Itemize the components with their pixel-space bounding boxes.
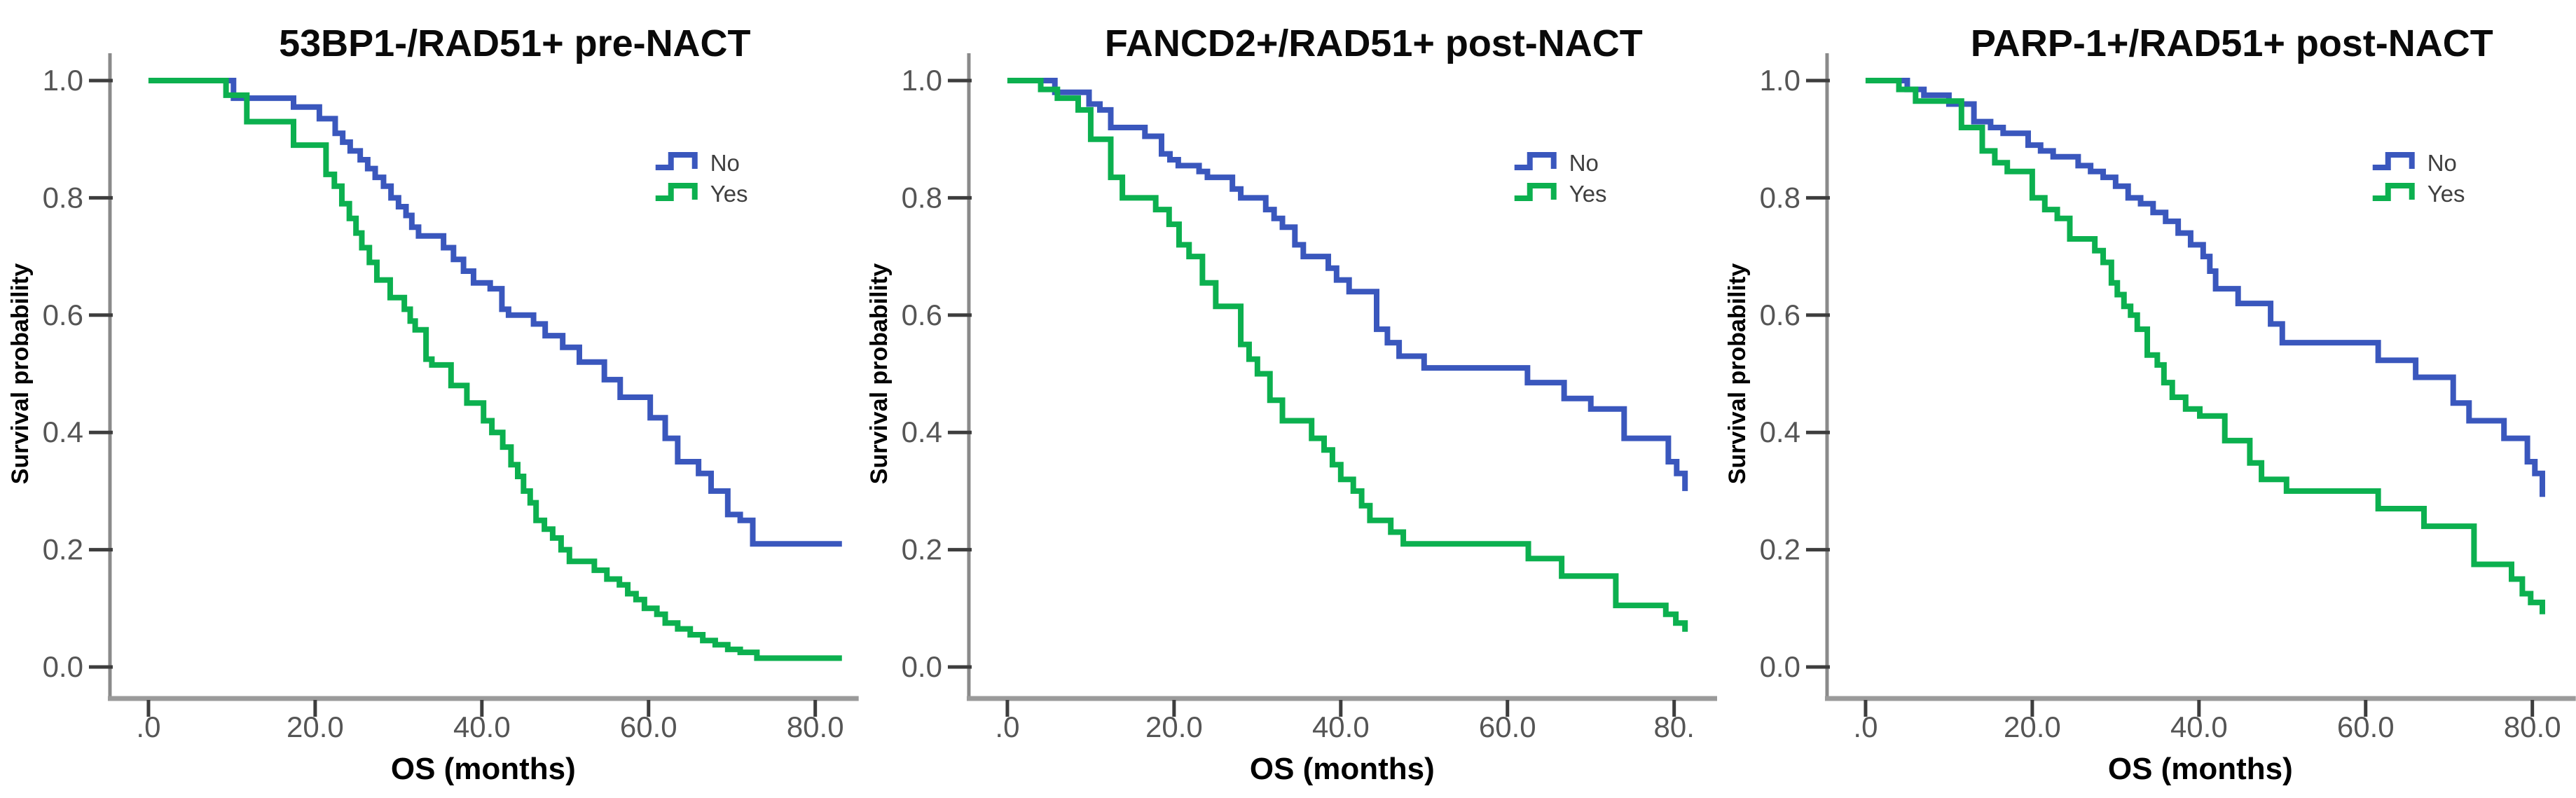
y-tick-label: 0.2 [901,533,942,566]
survival-curve-no [1007,78,1688,491]
survival-curve-yes [148,78,842,661]
y-tick-label: 0.0 [901,650,942,683]
y-axis-label: Survival probability [866,263,893,485]
legend-line-symbol-yes [655,183,698,201]
chart-title: FANCD2+/RAD51+ post-NACT [1105,22,1643,64]
legend-entry-no: No [1514,150,1599,176]
km-chart-parp1-post-nact: .0 20.0 40.0 60.0 80.0 0.0 0.2 0.4 0.6 0.8 1.0 PARP… [1724,22,2576,786]
legend-label-no: No [710,150,740,176]
km-panel-53bp1-pre-nact: .0 20.0 40.0 60.0 80.0 0.0 0.2 0.4 0.6 0.8 1.0 53BP… [0,0,859,798]
y-tick-label: 0.4 [43,415,83,448]
y-tick-label: 0.8 [43,181,83,214]
x-tick-label: 40.0 [453,710,511,743]
y-tick-label: 0.4 [901,415,942,448]
km-panel-parp1-post-nact: .0 20.0 40.0 60.0 80.0 0.0 0.2 0.4 0.6 0.8 1.0 PARP… [1717,0,2576,798]
x-tick-label: .0 [1854,710,1878,743]
x-tick-label: 80. [1653,710,1694,743]
legend-line-symbol-no [2373,152,2416,170]
legend-line-symbol-yes [2373,183,2416,201]
x-tick-label: 40.0 [2170,710,2228,743]
survival-curve-yes [1866,78,2546,614]
legend-entry-yes: Yes [655,181,748,207]
legend-label-no: No [2427,150,2457,176]
legend-label-yes: Yes [1569,181,1606,207]
x-tick-label: .0 [995,710,1019,743]
legend-entry-yes: Yes [2373,181,2465,207]
x-tick-label: .0 [136,710,160,743]
y-tick-label: 0.6 [901,298,942,331]
y-tick-label: 0.0 [1760,650,1800,683]
x-tick-label: 20.0 [1145,710,1203,743]
x-axis-label: OS (months) [2108,752,2293,786]
x-axis-label: OS (months) [391,752,576,786]
legend-label-no: No [1569,150,1598,176]
x-tick-label: 60.0 [620,710,677,743]
y-tick-label: 0.0 [43,650,83,683]
y-tick-label: 0.2 [43,533,83,566]
survival-curve-no [1866,78,2546,497]
x-tick-label: 20.0 [287,710,344,743]
y-tick-label: 0.8 [1760,181,1800,214]
legend-line-symbol-no [655,152,698,170]
y-tick-label: 0.8 [901,181,942,214]
y-tick-label: 0.6 [43,298,83,331]
chart-title: PARP-1+/RAD51+ post-NACT [1971,22,2493,64]
x-tick-label: 20.0 [2004,710,2061,743]
y-tick-label: 1.0 [1760,64,1800,97]
y-tick-label: 1.0 [43,64,83,97]
y-tick-label: 1.0 [901,64,942,97]
survival-curve-no [148,78,842,547]
legend-label-yes: Yes [2427,181,2465,207]
x-tick-label: 60.0 [1479,710,1536,743]
chart-title: 53BP1-/RAD51+ pre-NACT [279,22,750,64]
y-tick-label: 0.6 [1760,298,1800,331]
x-tick-label: 80.0 [787,710,844,743]
km-chart-53bp1-pre-nact: .0 20.0 40.0 60.0 80.0 0.0 0.2 0.4 0.6 0.8 1.0 53BP… [7,22,859,786]
x-tick-label: 60.0 [2337,710,2395,743]
x-tick-label: 80.0 [2504,710,2561,743]
legend-line-symbol-yes [1514,183,1557,201]
x-tick-label: 40.0 [1312,710,1370,743]
y-tick-label: 0.4 [1760,415,1800,448]
legend-line-symbol-no [1514,152,1557,170]
legend-entry-no: No [2373,150,2457,176]
x-axis-label: OS (months) [1250,752,1435,786]
legend-label-yes: Yes [710,181,748,207]
survival-curve-yes [1007,78,1688,632]
legend-entry-no: No [655,150,740,176]
y-axis-label: Survival probability [1724,263,1751,485]
legend-entry-yes: Yes [1514,181,1606,207]
km-panel-fancd2-post-nact: .0 20.0 40.0 60.0 80. 0.0 0.2 0.4 0.6 0.8 1.0 FANCD… [859,0,1718,798]
y-tick-label: 0.2 [1760,533,1800,566]
y-axis-label: Survival probability [7,263,34,485]
km-chart-fancd2-post-nact: .0 20.0 40.0 60.0 80. 0.0 0.2 0.4 0.6 0.8 1.0 FANCD… [866,22,1718,786]
